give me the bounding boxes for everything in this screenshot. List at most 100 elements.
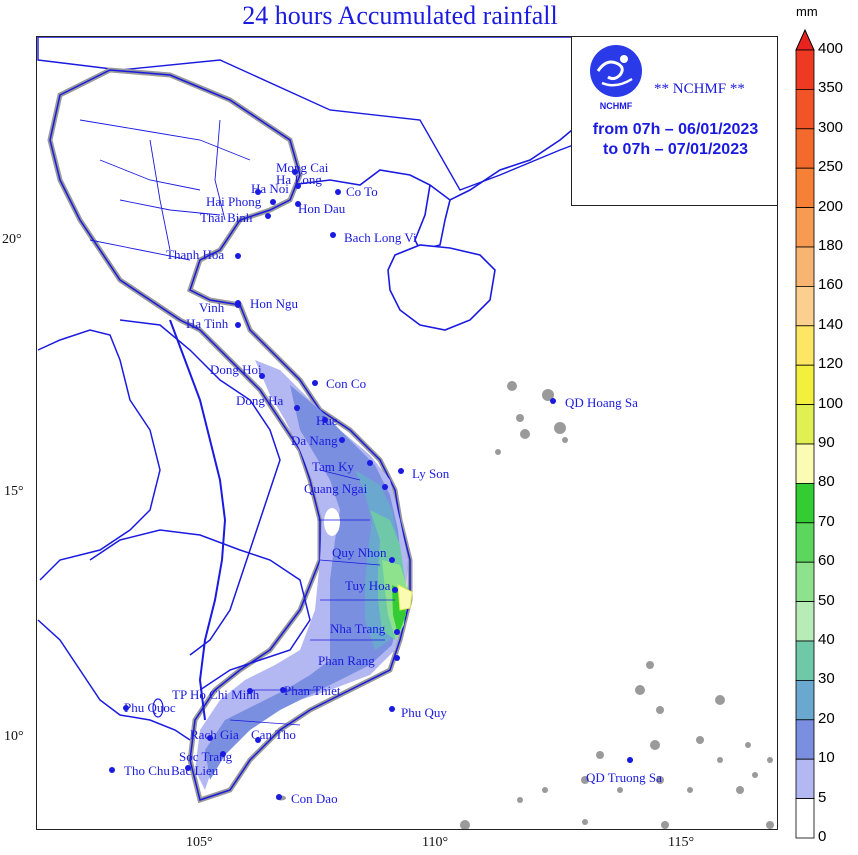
map-title: 24 hours Accumulated rainfall <box>242 1 558 30</box>
legend-swatch <box>795 285 815 327</box>
station-label: Hon Dau <box>298 201 346 216</box>
spratly-islands <box>460 661 774 829</box>
station-label: Thanh Hoa <box>166 247 224 262</box>
legend-label: 20 <box>818 709 835 727</box>
legend-swatch <box>795 798 815 839</box>
station-dot <box>627 757 633 763</box>
station-label: Dong Ha <box>236 393 284 408</box>
legend-swatch <box>795 325 815 366</box>
legend-swatch <box>795 128 815 169</box>
legend-label: 300 <box>818 118 844 136</box>
legend-label: 40 <box>818 631 835 648</box>
station-dot <box>247 688 253 694</box>
station-dot <box>255 737 261 743</box>
station-dot <box>330 232 336 238</box>
station-dot <box>389 557 395 563</box>
station-label: Ha Tinh <box>186 316 229 331</box>
station-label: Hue <box>316 413 338 428</box>
rain-free-area <box>324 508 340 536</box>
rain-zone-80-90 <box>397 584 413 611</box>
legend-swatch <box>795 207 815 248</box>
station-label: Ha Noi <box>251 181 289 196</box>
station-dot <box>270 199 276 205</box>
legend-swatch <box>795 482 815 524</box>
station-label: Quang Ngai <box>304 481 368 496</box>
phu-quoc-island <box>152 698 164 718</box>
legend-label: 250 <box>818 158 844 176</box>
station-dot <box>295 201 301 207</box>
legend-label: 100 <box>818 394 844 412</box>
station-dot <box>339 437 345 443</box>
station-dot <box>207 735 213 741</box>
station-label: Ha Long <box>276 172 322 187</box>
station-dot <box>255 189 261 195</box>
station-label: Can Tho <box>251 727 296 742</box>
station-label: Con Co <box>326 376 366 391</box>
station-dot <box>335 189 341 195</box>
legend-swatch <box>795 167 815 208</box>
station-dot <box>322 417 328 423</box>
legend-label: 10 <box>818 749 835 767</box>
station-dot <box>394 655 400 661</box>
station-dot <box>235 302 241 308</box>
station-dot <box>276 794 282 800</box>
gulf-coast <box>37 619 191 741</box>
lon-label-115: 115° <box>668 835 695 850</box>
legend-label: 140 <box>818 315 844 333</box>
station-dot <box>109 767 115 773</box>
station-label: Co To <box>346 184 378 199</box>
legend-swatch <box>795 601 815 642</box>
legend-swatch <box>795 758 815 800</box>
legend-label: 180 <box>818 237 844 254</box>
leizhou-peninsula <box>414 184 451 251</box>
legend-label: 400 <box>818 40 844 57</box>
paracel-islands <box>495 381 568 455</box>
station-label: Dong Hoi <box>210 362 262 377</box>
lat-label-20: 20° <box>2 232 22 247</box>
station-label: QD Truong Sa <box>586 770 662 785</box>
station-dot <box>389 706 395 712</box>
station-dot <box>398 468 404 474</box>
station-label: Tho Chu <box>124 763 170 778</box>
station-label: Da Nang <box>291 433 338 448</box>
station-label: Soc Trang <box>179 749 233 764</box>
logo-text: NCHMF <box>600 101 633 111</box>
station-label: Bac Lieu <box>171 763 219 778</box>
station-dot <box>392 587 398 593</box>
info-box: NCHMF ** NCHMF ** from 07h – 06/01/2023 … <box>571 36 778 206</box>
station-label: Ly Son <box>412 466 450 481</box>
station-label: Phu Quoc <box>124 700 176 715</box>
station-label: Rach Gia <box>190 727 239 742</box>
legend-swatch <box>795 561 815 603</box>
legend-label: 0 <box>818 828 827 845</box>
legend-swatch <box>795 49 815 90</box>
legend-label: 80 <box>818 473 835 491</box>
legend-swatch <box>795 364 815 406</box>
legend-label: 30 <box>818 670 835 688</box>
station-label: Nha Trang <box>330 621 386 636</box>
hainan-island <box>387 244 496 331</box>
station-label: Vinh <box>199 300 225 315</box>
agency-name: ** NCHMF ** <box>654 81 745 97</box>
station-dot <box>265 213 271 219</box>
station-dot <box>312 380 318 386</box>
station-label: TP Ho Chi Minh <box>172 687 260 702</box>
period-to: to 07h – 07/01/2023 <box>603 141 748 158</box>
station-label: Quy Nhon <box>332 545 387 560</box>
province-lines-south <box>229 469 395 726</box>
station-label: QD Hoang Sa <box>565 395 638 410</box>
lon-label-105: 105° <box>186 835 213 850</box>
legend-unit: mm <box>796 4 818 19</box>
station-dot <box>382 484 388 490</box>
station-dot <box>367 460 373 466</box>
station-dot <box>235 253 241 259</box>
legend-label: 90 <box>818 434 835 451</box>
legend-label: 70 <box>818 512 835 530</box>
station-dot <box>185 765 191 771</box>
station-label: Tuy Hoa <box>345 578 391 593</box>
station-label: Thai Binh <box>200 210 253 225</box>
legend-swatch <box>795 89 815 130</box>
period-from: from 07h – 06/01/2023 <box>592 121 759 138</box>
